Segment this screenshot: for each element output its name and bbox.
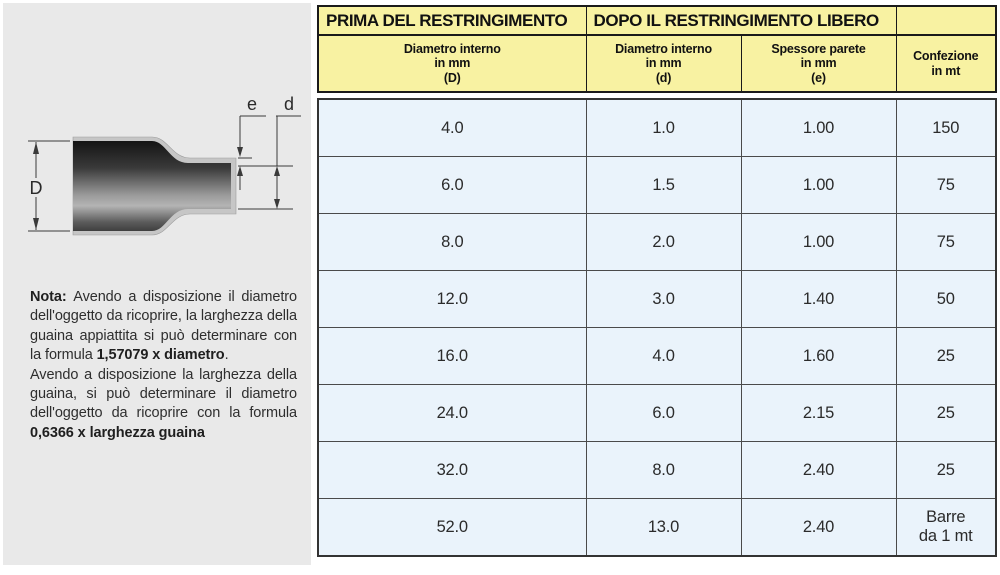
- table-header: PRIMA DEL RESTRINGIMENTO DOPO IL RESTRING…: [317, 5, 998, 93]
- column-header-cell: Confezione in mt: [895, 34, 997, 93]
- table-cell: 2.0: [585, 213, 742, 271]
- table-row: 16.0 4.0 1.60 25: [317, 327, 997, 385]
- table-cell: 1.00: [740, 156, 897, 214]
- table-cell: 1.40: [740, 270, 897, 328]
- table-cell: 8.0: [317, 213, 587, 271]
- label-D: D: [30, 178, 43, 198]
- table-cell: 13.0: [585, 498, 742, 557]
- table-cell: 4.0: [585, 327, 742, 385]
- table-cell: 1.0: [585, 98, 742, 157]
- note-text: Nota: Avendo a disposizione il diametro …: [30, 288, 297, 443]
- column-header-cell: Diametro interno in mm (d): [585, 34, 742, 93]
- label-e: e: [247, 94, 257, 114]
- table-cell: 25: [895, 384, 997, 442]
- arrow-up-icon: [237, 166, 243, 176]
- table-cell: 150: [895, 98, 997, 157]
- column-header-cell: Spessore parete in mm (e): [740, 34, 897, 93]
- table-cell: 4.0: [317, 98, 587, 157]
- arrow-down-icon: [33, 218, 39, 230]
- header-group-row: PRIMA DEL RESTRINGIMENTO DOPO IL RESTRING…: [317, 5, 997, 36]
- table-row: 52.0 13.0 2.40 Barre da 1 mt: [317, 498, 997, 557]
- table-cell: 8.0: [585, 441, 742, 499]
- tube-body: [73, 141, 231, 231]
- table-cell: 24.0: [317, 384, 587, 442]
- table-row: 12.0 3.0 1.40 50: [317, 270, 997, 328]
- heat-shrink-tube-diagram: D e d: [28, 94, 301, 236]
- header-group-cell: PRIMA DEL RESTRINGIMENTO: [317, 5, 587, 36]
- dimension-e: [238, 115, 266, 190]
- note-paragraph: Avendo a disposizione la larghezza della…: [30, 366, 297, 441]
- table-cell: 6.0: [317, 156, 587, 214]
- data-table: 4.0 1.0 1.00 150 6.0 1.5 1.00 75 8.0 2.0 1.00 75 12.…: [317, 98, 997, 557]
- table-cell: 3.0: [585, 270, 742, 328]
- header-columns-row: Diametro interno in mm (D) Diametro interno…: [317, 34, 997, 93]
- table-cell: 12.0: [317, 270, 587, 328]
- arrow-up-icon: [274, 166, 280, 176]
- table-cell: 50: [895, 270, 997, 328]
- note-paragraph: Nota: Avendo a disposizione il diametro …: [30, 289, 297, 364]
- dimension-d: [238, 115, 301, 210]
- table-cell: 6.0: [585, 384, 742, 442]
- arrow-up-icon: [33, 142, 39, 154]
- header-group-cell: [895, 5, 997, 36]
- table-cell: 75: [895, 213, 997, 271]
- table-row: 32.0 8.0 2.40 25: [317, 441, 997, 499]
- table-cell: 32.0: [317, 441, 587, 499]
- table-cell: 75: [895, 156, 997, 214]
- table-row: 6.0 1.5 1.00 75: [317, 156, 997, 214]
- arrow-down-icon: [237, 147, 243, 157]
- table-cell: 16.0: [317, 327, 587, 385]
- table-cell: 2.40: [740, 441, 897, 499]
- left-gray-panel: [3, 3, 311, 565]
- table-row: 4.0 1.0 1.00 150: [317, 98, 997, 157]
- table-cell: 52.0: [317, 498, 587, 557]
- table-cell: 25: [895, 327, 997, 385]
- table-cell: 2.40: [740, 498, 897, 557]
- table-cell: 1.5: [585, 156, 742, 214]
- table-cell: 1.60: [740, 327, 897, 385]
- table-row: 24.0 6.0 2.15 25: [317, 384, 997, 442]
- table-cell: 1.00: [740, 98, 897, 157]
- label-d: d: [284, 94, 294, 114]
- header-group-cell: DOPO IL RESTRINGIMENTO LIBERO: [585, 5, 897, 36]
- table-cell: 2.15: [740, 384, 897, 442]
- table-cell: 1.00: [740, 213, 897, 271]
- table-row: 8.0 2.0 1.00 75: [317, 213, 997, 271]
- table-cell: Barre da 1 mt: [895, 498, 997, 557]
- table-cell: 25: [895, 441, 997, 499]
- arrow-down-icon: [274, 199, 280, 209]
- column-header-cell: Diametro interno in mm (D): [317, 34, 587, 93]
